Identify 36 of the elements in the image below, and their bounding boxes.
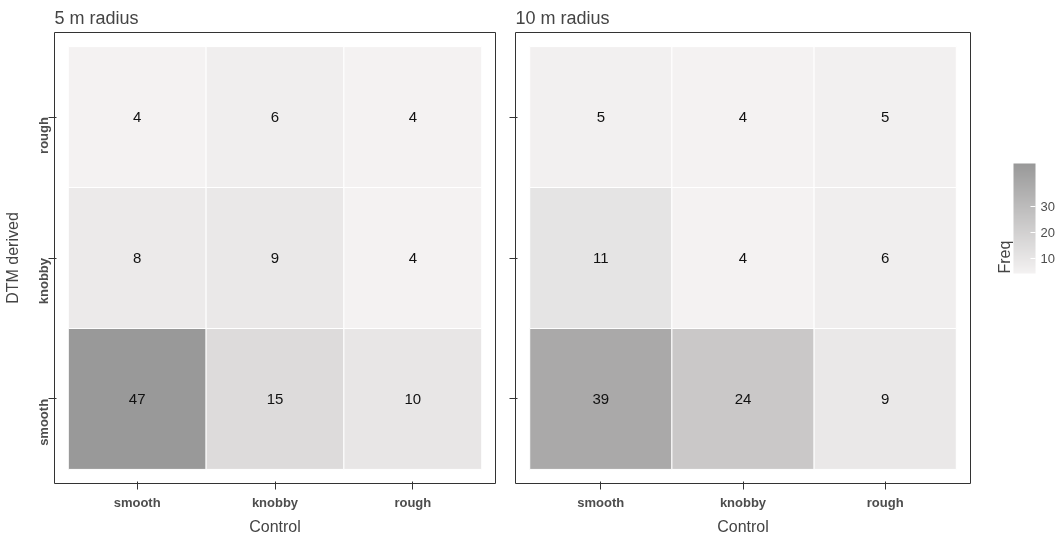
data-label: 6 — [881, 249, 890, 266]
x-tick-label: smooth — [113, 494, 161, 510]
color-bar-title: Freq — [995, 240, 1013, 274]
x-tick-label: rough — [866, 494, 904, 510]
data-label: 6 — [270, 108, 280, 126]
data-label: 15 — [266, 389, 284, 407]
chart-title: 5 m radius — [54, 7, 139, 28]
data-label: 11 — [593, 249, 609, 266]
data-label: 9 — [270, 249, 280, 266]
data-label: 24 — [734, 389, 752, 407]
data-label: 10 — [404, 389, 422, 407]
chart-title: 10 m radius — [515, 7, 610, 28]
color-bar-label: 10 — [1040, 250, 1055, 266]
data-label: 39 — [592, 389, 610, 407]
data-label: 4 — [133, 108, 142, 126]
x-axis-title: Control — [249, 517, 301, 535]
data-label: 47 — [128, 389, 146, 407]
x-tick-label: rough — [394, 494, 432, 510]
x-tick-label: knobby — [719, 494, 767, 510]
data-label: 4 — [408, 249, 417, 266]
y-axis-title: DTM derived — [3, 212, 21, 304]
data-label: 4 — [738, 249, 748, 266]
data-label: 8 — [133, 249, 142, 266]
color-bar-label: 20 — [1040, 225, 1055, 241]
data-label: 5 — [881, 108, 890, 126]
x-tick-label: smooth — [577, 494, 625, 510]
data-label: 4 — [408, 108, 417, 126]
x-axis-title: Control — [717, 517, 769, 535]
y-tick-label: knobby — [36, 257, 51, 305]
y-tick-label: smooth — [36, 398, 51, 446]
data-label: 4 — [738, 108, 748, 126]
data-label: 5 — [596, 108, 605, 126]
color-bar-label: 30 — [1040, 199, 1055, 215]
data-label: 9 — [881, 389, 890, 407]
x-tick-label: knobby — [251, 494, 299, 510]
y-tick-label: rough — [36, 117, 51, 154]
